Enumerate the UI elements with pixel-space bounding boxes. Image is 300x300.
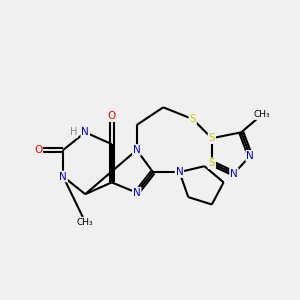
Text: CH₃: CH₃ xyxy=(77,218,94,226)
Text: O: O xyxy=(108,111,116,121)
Text: N: N xyxy=(246,151,254,161)
Text: H: H xyxy=(70,127,77,137)
Text: N: N xyxy=(81,127,89,137)
Text: S: S xyxy=(189,114,196,124)
Text: N: N xyxy=(176,167,183,177)
Text: S: S xyxy=(208,133,215,143)
Text: N: N xyxy=(133,145,141,155)
Text: CH₃: CH₃ xyxy=(254,110,270,119)
Text: N: N xyxy=(59,172,67,182)
Text: N: N xyxy=(230,169,238,178)
Text: N: N xyxy=(133,188,141,198)
Text: S: S xyxy=(208,158,215,168)
Text: O: O xyxy=(34,145,42,155)
